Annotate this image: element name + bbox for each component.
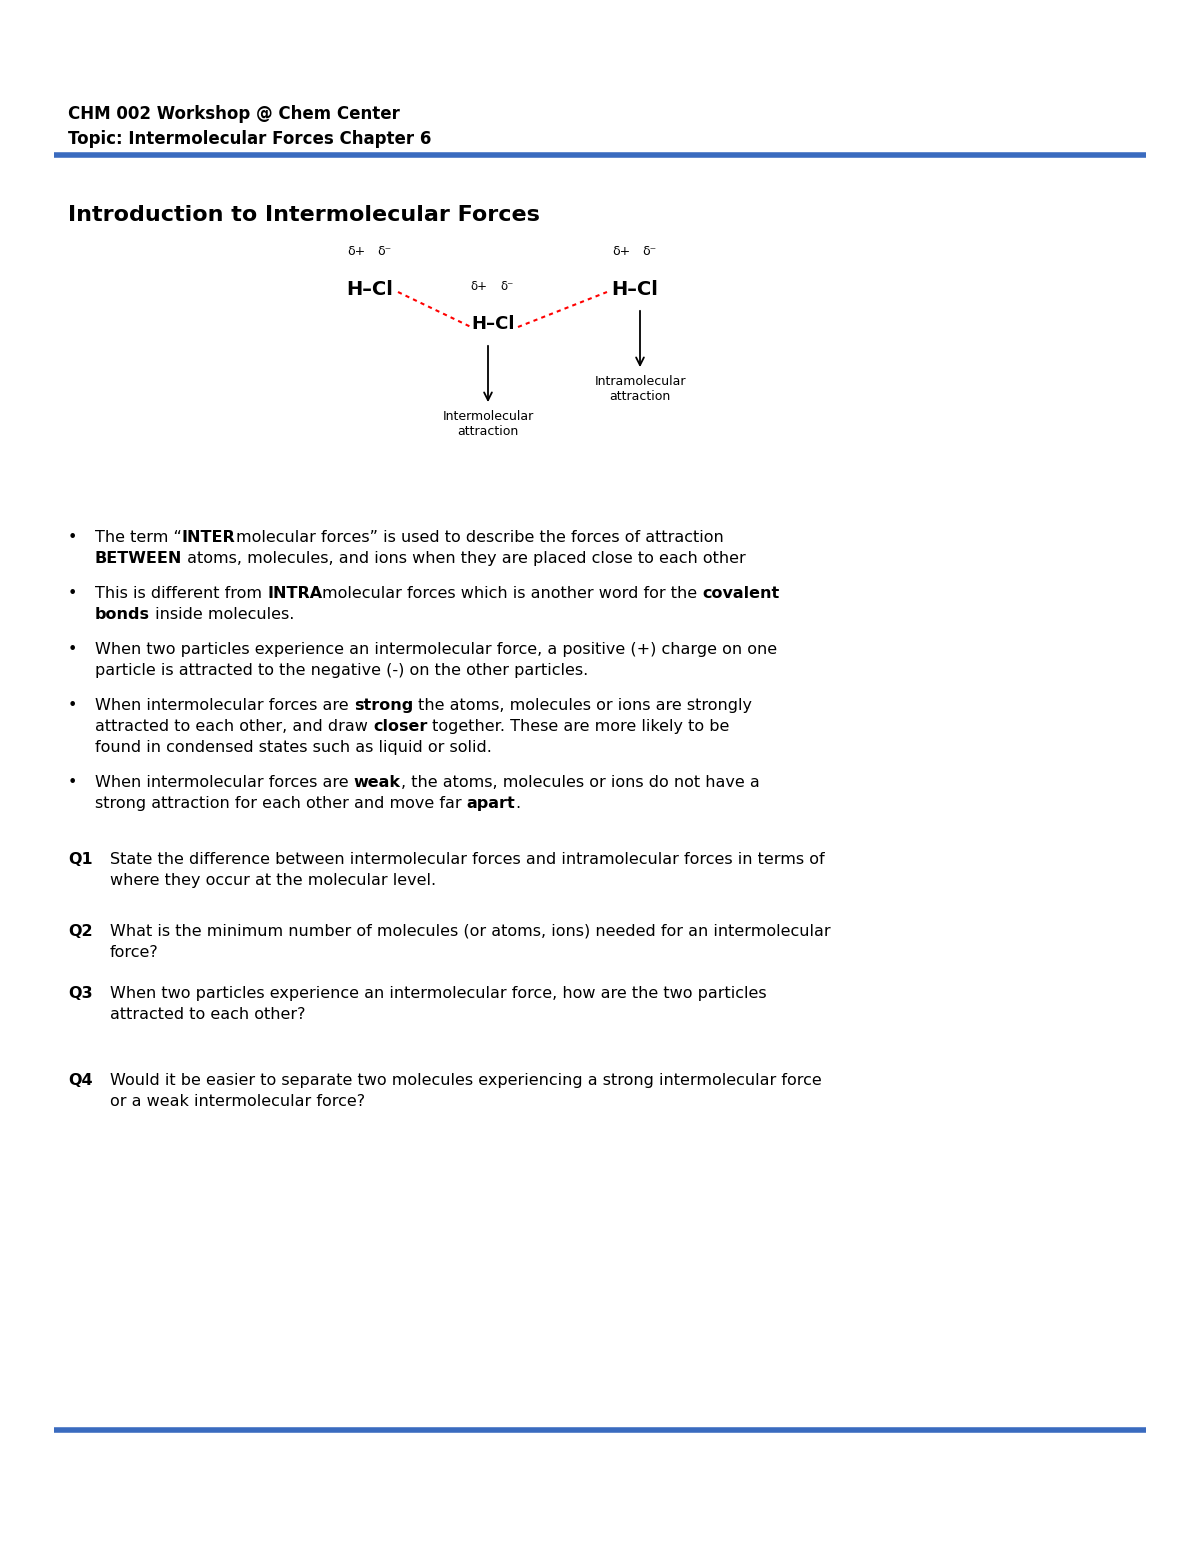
- Text: bonds: bonds: [95, 607, 150, 623]
- Text: H–Cl: H–Cl: [347, 280, 394, 300]
- Text: attracted to each other?: attracted to each other?: [110, 1006, 306, 1022]
- Text: When intermolecular forces are: When intermolecular forces are: [95, 775, 354, 790]
- Text: When two particles experience an intermolecular force, a positive (+) charge on : When two particles experience an intermo…: [95, 641, 778, 657]
- Text: or a weak intermolecular force?: or a weak intermolecular force?: [110, 1093, 365, 1109]
- Text: δ⁻: δ⁻: [377, 245, 391, 258]
- Text: atoms, molecules, and ions when they are placed close to each other: atoms, molecules, and ions when they are…: [182, 551, 746, 565]
- Text: where they occur at the molecular level.: where they occur at the molecular level.: [110, 873, 436, 888]
- Text: δ⁻: δ⁻: [642, 245, 656, 258]
- Text: •: •: [68, 585, 77, 601]
- Text: δ⁻: δ⁻: [500, 280, 514, 294]
- Text: found in condensed states such as liquid or solid.: found in condensed states such as liquid…: [95, 739, 492, 755]
- Text: •: •: [68, 697, 77, 713]
- Text: force?: force?: [110, 944, 158, 960]
- Text: BETWEEN: BETWEEN: [95, 551, 182, 565]
- Text: H–Cl: H–Cl: [612, 280, 659, 300]
- Text: Q1: Q1: [68, 853, 92, 867]
- Text: What is the minimum number of molecules (or atoms, ions) needed for an intermole: What is the minimum number of molecules …: [110, 924, 830, 940]
- Text: weak: weak: [354, 775, 401, 790]
- Text: H–Cl: H–Cl: [472, 315, 515, 332]
- Text: •: •: [68, 530, 77, 545]
- Text: State the difference between intermolecular forces and intramolecular forces in : State the difference between intermolecu…: [110, 853, 824, 867]
- Text: .: .: [516, 797, 521, 811]
- Text: Intermolecular
attraction: Intermolecular attraction: [443, 410, 534, 438]
- Text: the atoms, molecules or ions are strongly: the atoms, molecules or ions are strongl…: [413, 697, 752, 713]
- Text: •: •: [68, 641, 77, 657]
- Text: strong attraction for each other and move far: strong attraction for each other and mov…: [95, 797, 467, 811]
- Text: The term “: The term “: [95, 530, 182, 545]
- Text: closer: closer: [373, 719, 427, 735]
- Text: Intramolecular
attraction: Intramolecular attraction: [594, 374, 685, 402]
- Text: molecular forces which is another word for the: molecular forces which is another word f…: [323, 585, 702, 601]
- Text: Introduction to Intermolecular Forces: Introduction to Intermolecular Forces: [68, 205, 540, 225]
- Text: covalent: covalent: [702, 585, 780, 601]
- Text: molecular forces” is used to describe the forces of attraction: molecular forces” is used to describe th…: [235, 530, 724, 545]
- Text: , the atoms, molecules or ions do not have a: , the atoms, molecules or ions do not ha…: [401, 775, 760, 790]
- Text: together. These are more likely to be: together. These are more likely to be: [427, 719, 730, 735]
- Text: CHM 002 Workshop @ Chem Center: CHM 002 Workshop @ Chem Center: [68, 106, 400, 123]
- Text: Topic: Intermolecular Forces Chapter 6: Topic: Intermolecular Forces Chapter 6: [68, 130, 431, 148]
- Text: INTER: INTER: [182, 530, 235, 545]
- Text: inside molecules.: inside molecules.: [150, 607, 294, 623]
- Text: δ+: δ+: [470, 280, 487, 294]
- Text: particle is attracted to the negative (-) on the other particles.: particle is attracted to the negative (-…: [95, 663, 588, 679]
- Text: When two particles experience an intermolecular force, how are the two particles: When two particles experience an intermo…: [110, 986, 767, 1002]
- Text: When intermolecular forces are: When intermolecular forces are: [95, 697, 354, 713]
- Text: This is different from: This is different from: [95, 585, 268, 601]
- Text: Q3: Q3: [68, 986, 92, 1002]
- Text: strong: strong: [354, 697, 413, 713]
- Text: •: •: [68, 775, 77, 790]
- Text: Q2: Q2: [68, 924, 92, 940]
- Text: attracted to each other, and draw: attracted to each other, and draw: [95, 719, 373, 735]
- Text: apart: apart: [467, 797, 516, 811]
- Text: Would it be easier to separate two molecules experiencing a strong intermolecula: Would it be easier to separate two molec…: [110, 1073, 822, 1089]
- Text: Q4: Q4: [68, 1073, 92, 1089]
- Text: INTRA: INTRA: [268, 585, 323, 601]
- Text: δ+: δ+: [347, 245, 365, 258]
- Text: δ+: δ+: [612, 245, 630, 258]
